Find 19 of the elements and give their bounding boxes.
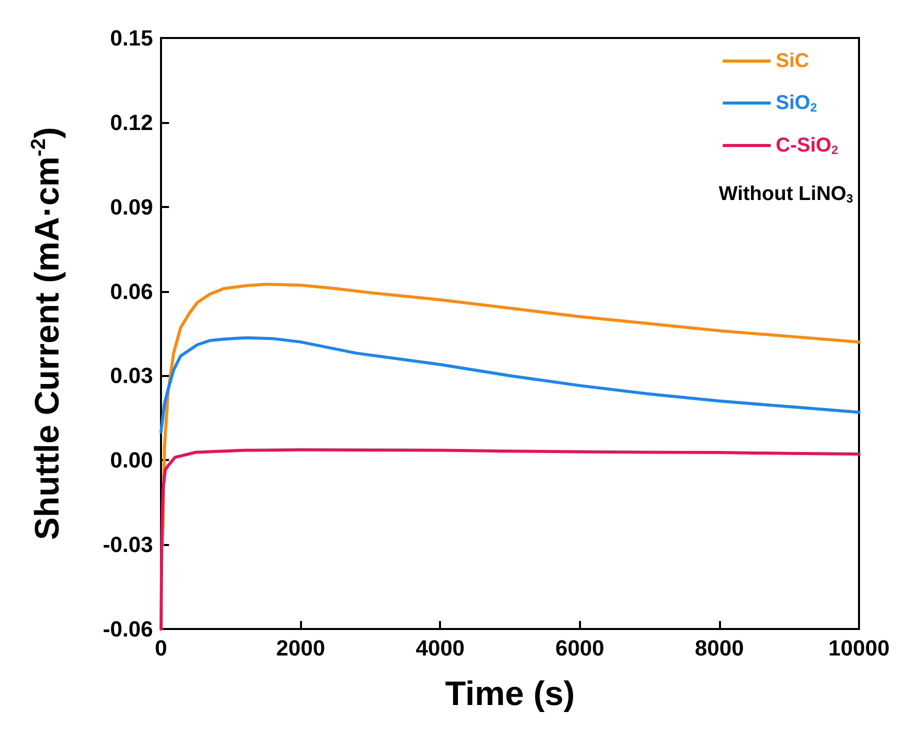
x-tick-label: 6000 [555, 636, 604, 660]
y-tick-label: 0.12 [110, 110, 153, 135]
y-tick-label: 0.15 [110, 26, 153, 50]
line-series [160, 448, 860, 630]
y-tick-label: -0.03 [102, 532, 153, 558]
x-tick-label: 4000 [416, 636, 465, 660]
x-tick-label: 2000 [276, 636, 326, 660]
y-tick-label: 0.06 [110, 278, 153, 304]
y-tick-label: 0.03 [110, 363, 153, 388]
x-axis-title: Time (s) [445, 675, 575, 713]
y-axis-title: Shuttle Current (mA·cm-2) [28, 127, 66, 540]
x-tick-label: 0 [154, 636, 168, 660]
y-tick-label: 0.09 [110, 194, 153, 220]
y-tick-label: 0.00 [110, 448, 153, 473]
x-tick-label: 10000 [828, 636, 890, 660]
legend-label: SiC [776, 50, 810, 72]
x-tick-label: 8000 [694, 636, 744, 660]
y-tick-label: -0.06 [102, 616, 153, 642]
line-series [160, 336, 860, 434]
